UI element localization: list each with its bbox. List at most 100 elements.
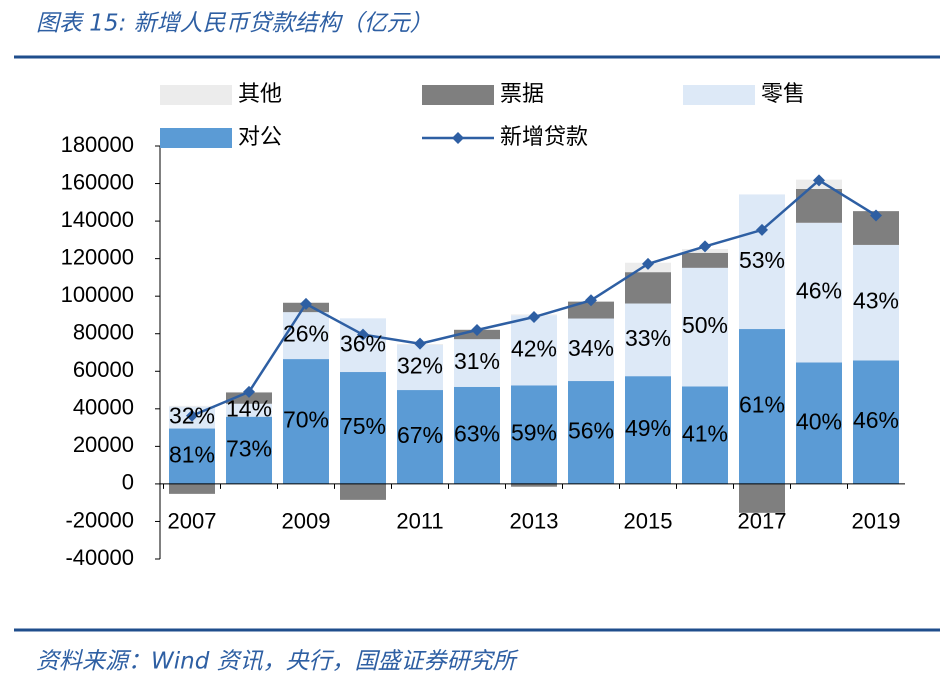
- x-tick-label: 2017: [738, 509, 787, 534]
- bar-segment: [625, 376, 671, 484]
- share-label: 36%: [340, 330, 386, 356]
- bar-segment: [169, 483, 215, 494]
- x-tick-label: 2009: [282, 509, 331, 534]
- bar-segment: [283, 359, 329, 484]
- bar-segment: [682, 267, 728, 387]
- bar-segment: [511, 483, 557, 487]
- bar-segment: [625, 303, 671, 377]
- line-marker: [642, 257, 654, 270]
- bar-segment: [340, 483, 386, 500]
- share-label: 32%: [397, 353, 443, 379]
- y-tick-label: 0: [122, 470, 134, 495]
- chart-title: 图表 15: 新增人民币贷款结构（亿元）: [36, 11, 433, 37]
- line-marker: [585, 294, 597, 307]
- share-label: 53%: [739, 247, 785, 273]
- share-label: 70%: [283, 407, 329, 433]
- line-marker: [699, 240, 711, 253]
- y-tick-label: 80000: [73, 320, 134, 345]
- share-label: 59%: [511, 420, 557, 446]
- share-label: 49%: [625, 415, 671, 441]
- y-tick-label: 160000: [61, 169, 134, 194]
- legend-marker: [452, 132, 464, 144]
- source-note: 资料来源：Wind 资讯，央行，国盛证券研究所: [36, 649, 519, 675]
- bar-segment: [853, 360, 899, 484]
- share-label: 14%: [226, 395, 272, 421]
- x-tick-label: 2019: [852, 509, 901, 534]
- share-label: 67%: [397, 422, 443, 448]
- x-tick-label: 2007: [168, 509, 217, 534]
- bar-segment: [397, 344, 443, 391]
- x-tick-label: 2011: [396, 509, 443, 534]
- bar-segment: [568, 381, 614, 484]
- x-tick-label: 2013: [510, 509, 559, 534]
- share-label: 61%: [739, 392, 785, 418]
- legend-swatch: [422, 85, 494, 105]
- bar-segment: [853, 244, 899, 361]
- legend-swatch: [683, 85, 755, 105]
- bar-segment: [511, 385, 557, 484]
- bar-segment: [568, 301, 614, 319]
- line-marker: [357, 328, 369, 341]
- line-marker: [528, 311, 540, 324]
- line-marker: [471, 323, 483, 336]
- legend-label: 其他: [238, 82, 282, 107]
- y-tick-label: -40000: [65, 545, 134, 570]
- legend-label: 零售: [761, 82, 805, 107]
- y-tick-label: 20000: [73, 432, 134, 457]
- bar-segment: [568, 318, 614, 382]
- legend-swatch: [160, 128, 232, 148]
- share-label: 56%: [568, 418, 614, 444]
- share-label: 26%: [283, 321, 329, 347]
- share-label: 34%: [568, 335, 614, 361]
- legend-label: 新增贷款: [500, 125, 588, 150]
- share-label: 41%: [682, 420, 728, 446]
- bar-segment: [682, 252, 728, 268]
- share-label: 46%: [853, 407, 899, 433]
- y-tick-label: 120000: [61, 244, 134, 269]
- x-tick-label: 2015: [624, 509, 673, 534]
- bar-segment: [739, 483, 785, 513]
- bar-segment: [454, 386, 500, 484]
- line-marker: [186, 409, 198, 422]
- bar-segment: [283, 312, 329, 360]
- bar-segment: [226, 416, 272, 484]
- line-marker: [870, 209, 882, 222]
- share-label: 40%: [796, 408, 842, 434]
- bar-segment: [454, 339, 500, 387]
- share-label: 73%: [226, 435, 272, 461]
- bar-segment: [226, 403, 272, 417]
- share-label: 50%: [682, 312, 728, 338]
- y-tick-label: 140000: [61, 207, 134, 232]
- share-label: 75%: [340, 413, 386, 439]
- bar-segment: [796, 362, 842, 484]
- share-label: 32%: [169, 403, 215, 429]
- y-tick-label: 180000: [61, 132, 134, 157]
- share-label: 33%: [625, 325, 671, 351]
- legend-label: 对公: [238, 125, 282, 150]
- line-marker: [243, 385, 255, 398]
- line-marker: [300, 297, 312, 310]
- share-label: 43%: [853, 288, 899, 314]
- bar-segment: [397, 390, 443, 484]
- bar-segment: [796, 222, 842, 363]
- bar-segment: [511, 315, 557, 386]
- share-label: 63%: [454, 420, 500, 446]
- share-label: 81%: [169, 441, 215, 467]
- line-marker: [414, 337, 426, 350]
- y-tick-label: 100000: [61, 282, 134, 307]
- share-label: 31%: [454, 348, 500, 374]
- legend-label: 票据: [500, 82, 544, 107]
- bar-segment: [682, 386, 728, 484]
- bar-segment: [340, 372, 386, 484]
- bar-segment: [226, 392, 272, 404]
- bar-segment: [625, 272, 671, 304]
- share-label: 42%: [511, 335, 557, 361]
- bar-segment: [169, 405, 215, 407]
- y-tick-label: -20000: [65, 507, 134, 532]
- bar-segment: [169, 428, 215, 484]
- legend-swatch: [160, 85, 232, 105]
- line-marker: [813, 174, 825, 187]
- share-label: 46%: [796, 278, 842, 304]
- y-tick-label: 60000: [73, 357, 134, 382]
